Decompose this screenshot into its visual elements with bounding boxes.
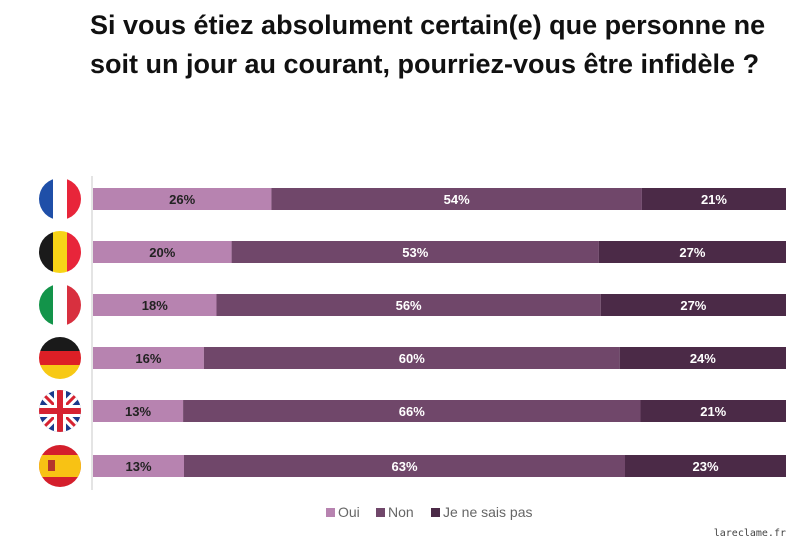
bar-non-5: [184, 455, 625, 477]
flag-spain-icon: [39, 445, 81, 487]
bar-label-nsp-3: 24%: [690, 351, 716, 366]
bar-label-non-4: 66%: [399, 404, 425, 419]
bar-oui-2: [93, 294, 217, 316]
bar-non-0: [271, 188, 642, 210]
legend-swatch-oui: [326, 508, 335, 517]
legend-item-non: Non: [376, 504, 414, 520]
legend-item-oui: Oui: [326, 504, 360, 520]
bar-nsp-0: [641, 188, 786, 210]
bar-oui-3: [93, 347, 204, 369]
legend: Oui Non Je ne sais pas: [326, 504, 533, 520]
flag-france-icon: [39, 178, 81, 220]
bar-label-oui-3: 16%: [135, 351, 161, 366]
bar-non-1: [231, 241, 599, 263]
bar-label-nsp-0: 21%: [701, 192, 727, 207]
bar-label-nsp-4: 21%: [700, 404, 726, 419]
bar-label-non-2: 56%: [396, 298, 422, 313]
bar-nsp-3: [619, 347, 786, 369]
bar-nsp-2: [600, 294, 786, 316]
bars-layer: [93, 188, 786, 477]
bar-label-oui-1: 20%: [149, 245, 175, 260]
bar-non-3: [203, 347, 620, 369]
bar-label-oui-0: 26%: [169, 192, 195, 207]
bar-non-2: [216, 294, 601, 316]
bar-oui-1: [93, 241, 232, 263]
bar-labels-layer: 26% 54% 21% 20% 53% 27% 18% 56% 27% 16% 60% 24% 13% 6…: [125, 192, 727, 474]
bar-label-nsp-2: 27%: [680, 298, 706, 313]
legend-swatch-non: [376, 508, 385, 517]
bar-oui-5: [93, 455, 184, 477]
legend-item-nsp: Je ne sais pas: [431, 504, 533, 520]
flag-germany-icon: [39, 337, 81, 379]
bar-label-oui-5: 13%: [125, 459, 151, 474]
bar-label-nsp-5: 23%: [692, 459, 718, 474]
bar-label-oui-2: 18%: [142, 298, 168, 313]
bar-non-4: [183, 400, 641, 422]
bar-oui-0: [93, 188, 272, 210]
flag-uk-icon: [39, 390, 81, 432]
bar-label-non-3: 60%: [399, 351, 425, 366]
chart-title: Si vous étiez absolument certain(e) que …: [90, 10, 766, 79]
legend-swatch-nsp: [431, 508, 440, 517]
bar-oui-4: [93, 400, 184, 422]
flag-italy-icon: [39, 284, 81, 326]
legend-label-nsp: Je ne sais pas: [443, 504, 533, 520]
bar-label-non-1: 53%: [402, 245, 428, 260]
source-footer: lareclame.fr: [713, 528, 786, 539]
bar-nsp-5: [625, 455, 786, 477]
flag-belgium-icon: [39, 231, 81, 273]
bar-nsp-1: [598, 241, 786, 263]
legend-label-non: Non: [388, 504, 414, 520]
bar-label-non-0: 54%: [444, 192, 470, 207]
bar-nsp-4: [640, 400, 786, 422]
bar-label-non-5: 63%: [391, 459, 417, 474]
bar-label-oui-4: 13%: [125, 404, 151, 419]
legend-label-oui: Oui: [338, 504, 360, 520]
bar-label-nsp-1: 27%: [679, 245, 705, 260]
